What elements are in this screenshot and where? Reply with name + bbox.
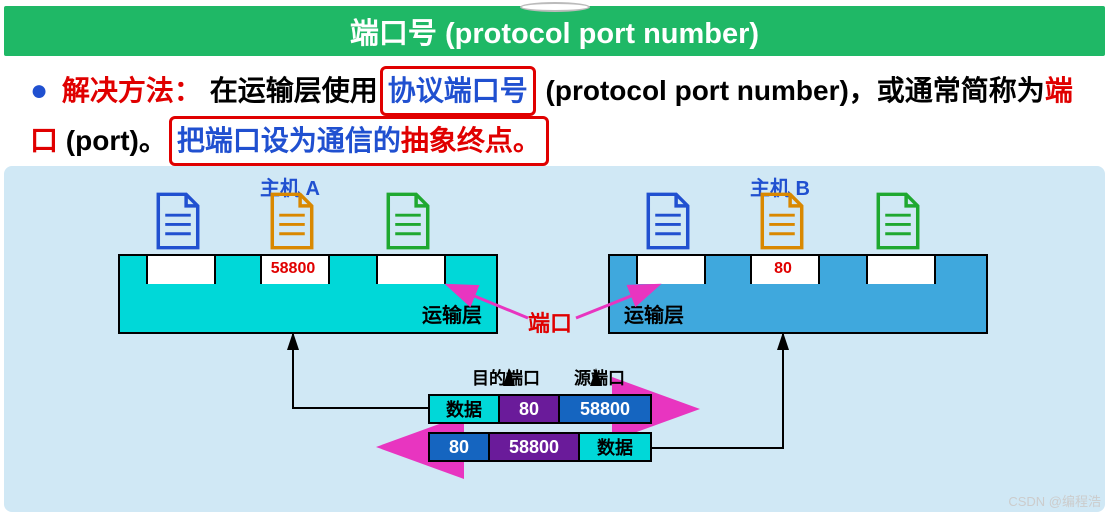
document-icon [758, 192, 806, 250]
port-slot [146, 254, 216, 284]
seg-80: 80 [430, 434, 490, 460]
port-slot [636, 254, 706, 284]
title-bar: 端口号 (protocol port number) [4, 6, 1105, 56]
seg-58800: 58800 [490, 434, 580, 460]
document-icon [874, 192, 922, 250]
boxed-abstract-endpoint: 把端口设为通信的抽象终点。 [169, 116, 549, 166]
src-port-label: 源端口 [574, 364, 625, 389]
document-icon [384, 192, 432, 250]
decorative-ellipse [520, 2, 590, 12]
explanation-text: ● 解决方法： 在运输层使用协议端口号 (protocol port numbe… [0, 56, 1109, 172]
bullet-icon: ● [30, 74, 48, 107]
port-number-b: 80 [748, 260, 818, 278]
port-number-a: 58800 [258, 260, 328, 278]
boxed-protocol-port: 协议端口号 [380, 66, 536, 116]
abstract-text1: 把端口设为通信的 [177, 125, 401, 156]
layer-label: 运输层 [624, 299, 684, 328]
seg-data: 数据 [430, 396, 500, 422]
abstract-text2: 抽象终点。 [401, 125, 541, 156]
segment-top: 数据 80 58800 [428, 394, 652, 424]
text-part2: (protocol port number)，或通常简称为 [538, 75, 1045, 106]
port-slot [376, 254, 446, 284]
document-icon [644, 192, 692, 250]
dest-port-label: 目的端口 [472, 364, 540, 389]
watermark: CSDN @编程浩 [1008, 491, 1101, 510]
port-center-label: 端口 [528, 306, 572, 338]
text-part1: 在运输层使用 [210, 75, 378, 106]
document-icon [268, 192, 316, 250]
text-part3: (port)。 [58, 125, 167, 156]
diagram-area: 主机 A 主机 B 运输层 58800 运输层 80 端口 目的端口 [4, 166, 1105, 512]
seg-data: 数据 [580, 434, 650, 460]
seg-80: 80 [500, 396, 560, 422]
port-slot [866, 254, 936, 284]
solution-label: 解决方法： [62, 75, 202, 106]
layer-label: 运输层 [422, 299, 482, 328]
segment-bottom: 80 58800 数据 [428, 432, 652, 462]
seg-58800: 58800 [560, 396, 650, 422]
protocol-port-text: 协议端口号 [388, 75, 528, 106]
document-icon [154, 192, 202, 250]
